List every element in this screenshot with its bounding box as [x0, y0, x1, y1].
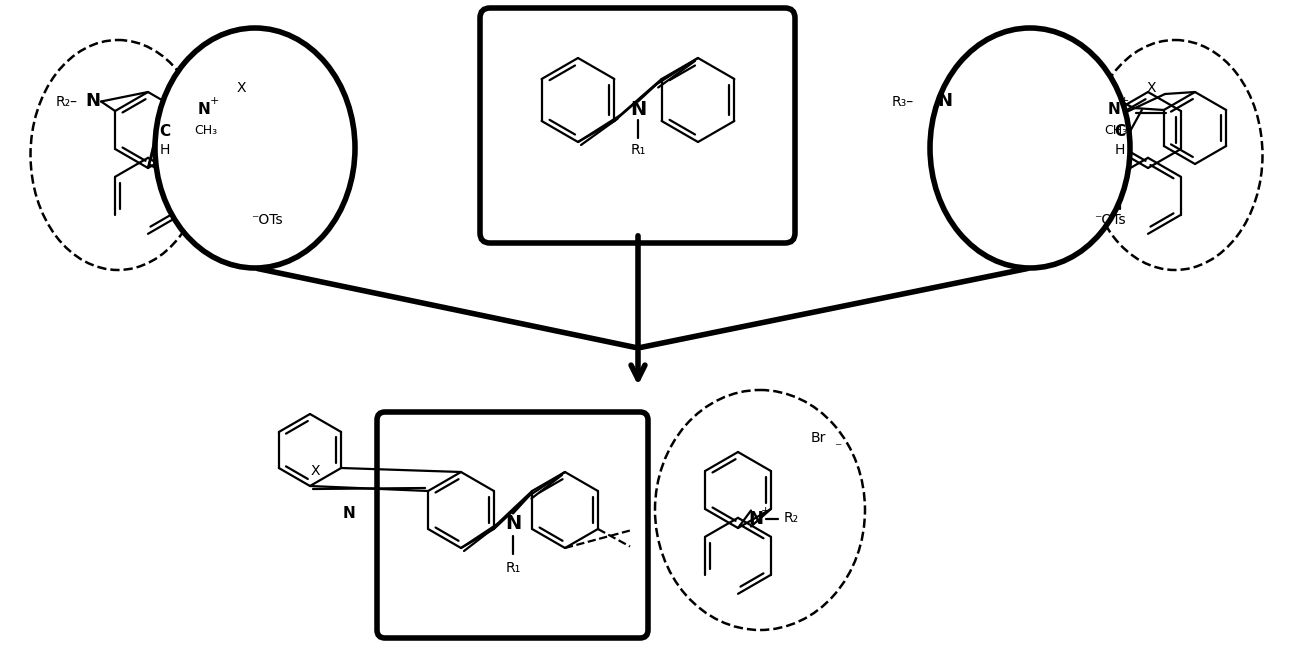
Text: N: N — [85, 93, 101, 110]
Ellipse shape — [155, 28, 355, 268]
Text: N: N — [938, 93, 952, 110]
Text: N: N — [630, 100, 646, 119]
Text: C: C — [1115, 124, 1126, 140]
Text: R₃–: R₃– — [891, 95, 915, 108]
Text: +: + — [1120, 96, 1130, 106]
Text: +: + — [210, 96, 219, 106]
Text: X: X — [1147, 81, 1157, 95]
Text: R₂–: R₂– — [55, 95, 79, 108]
Text: R₂: R₂ — [783, 511, 799, 526]
Text: R₁: R₁ — [506, 560, 521, 575]
Text: R₁: R₁ — [631, 142, 645, 157]
Ellipse shape — [930, 28, 1130, 268]
Text: N: N — [748, 509, 764, 528]
Text: ⁻OTs: ⁻OTs — [1094, 213, 1126, 227]
Text: ⁻OTs: ⁻OTs — [252, 213, 283, 227]
Text: X: X — [237, 81, 246, 95]
Text: N: N — [504, 514, 521, 533]
Text: H: H — [160, 143, 170, 157]
FancyBboxPatch shape — [480, 8, 795, 243]
Text: H: H — [1115, 143, 1125, 157]
Text: X: X — [311, 464, 320, 478]
Text: Br: Br — [810, 431, 826, 445]
Text: N: N — [343, 506, 356, 521]
Text: CH₃: CH₃ — [1104, 124, 1127, 138]
Text: +: + — [760, 505, 770, 515]
Text: CH₃: CH₃ — [195, 124, 218, 138]
Text: ⁻: ⁻ — [835, 441, 841, 455]
Text: N: N — [1107, 101, 1120, 116]
FancyBboxPatch shape — [377, 412, 648, 638]
Text: N: N — [197, 101, 210, 116]
Text: C: C — [160, 124, 170, 140]
